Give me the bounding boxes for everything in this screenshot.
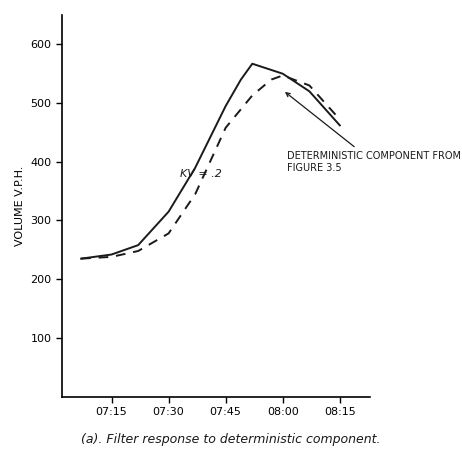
Text: DETERMINISTIC COMPONENT FROM
FIGURE 3.5: DETERMINISTIC COMPONENT FROM FIGURE 3.5 — [286, 93, 461, 173]
Y-axis label: VOLUME V.P.H.: VOLUME V.P.H. — [15, 166, 25, 246]
Text: KV = .2: KV = .2 — [180, 168, 222, 179]
Text: (a). Filter response to deterministic component.: (a). Filter response to deterministic co… — [81, 432, 381, 446]
